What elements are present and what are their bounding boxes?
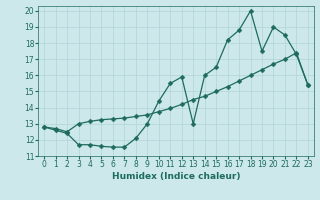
X-axis label: Humidex (Indice chaleur): Humidex (Indice chaleur) bbox=[112, 172, 240, 181]
